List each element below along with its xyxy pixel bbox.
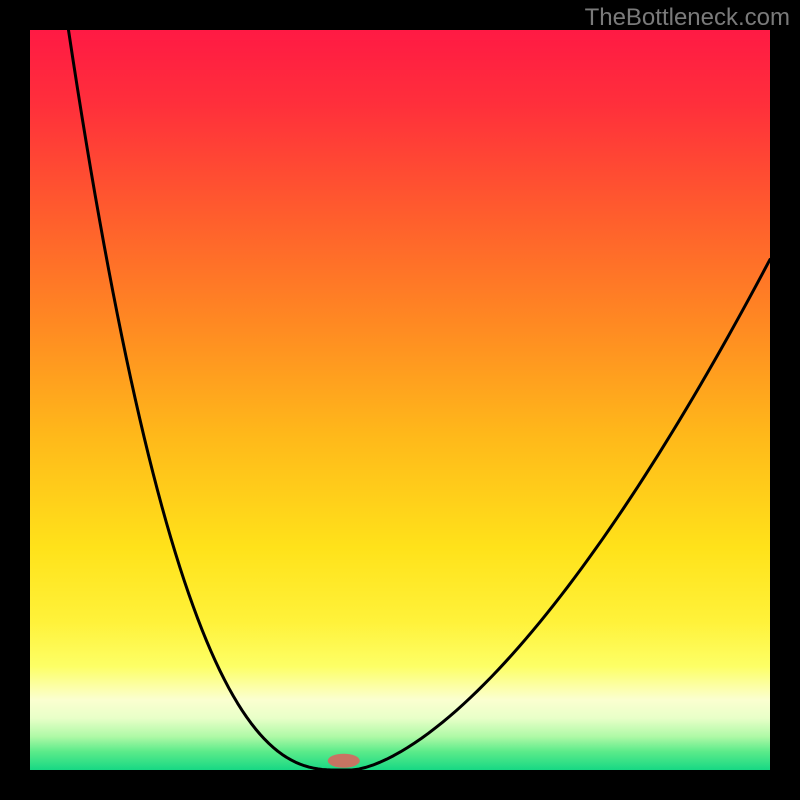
chart-svg — [0, 0, 800, 800]
optimum-marker — [328, 754, 360, 768]
chart-frame — [0, 0, 800, 800]
plot-area — [30, 30, 770, 770]
watermark-text: TheBottleneck.com — [585, 4, 790, 32]
